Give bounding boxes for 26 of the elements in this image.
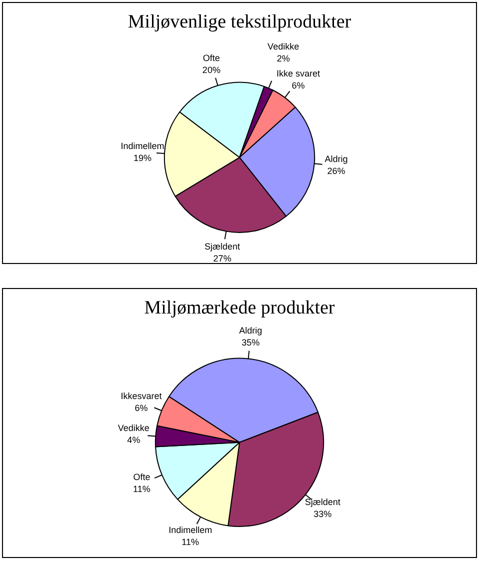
slice-label: Ikke svaret (276, 68, 320, 79)
data-label: 6% (134, 402, 148, 413)
slice-label: Indimellem (168, 524, 212, 535)
data-label: 11% (182, 536, 200, 547)
slice-label: Vedikke (268, 42, 300, 52)
data-label: 6% (292, 80, 305, 91)
slice-label: Ofte (133, 472, 150, 482)
chart-title: Miljøvenlige tekstilprodukter (128, 11, 352, 32)
data-label: 27% (213, 253, 232, 264)
slice-label: Ikkesvaret (120, 390, 162, 401)
slice-label: Ofte (202, 52, 220, 63)
data-label: 4% (127, 435, 140, 446)
data-label: 35% (242, 337, 260, 348)
data-label: 11% (133, 484, 150, 494)
data-label: 2% (276, 54, 290, 64)
slice-label: Indimellem (120, 140, 164, 151)
slice-label: Aldrig (324, 154, 348, 164)
data-label: 19% (134, 152, 152, 163)
slice-label: Sjældent (204, 241, 241, 252)
data-label: 20% (202, 64, 220, 75)
chart-title: Miljømærkede produkter (144, 297, 336, 318)
data-label: 26% (327, 166, 346, 176)
slice-label: Vedikke (118, 423, 150, 434)
slice-label: Aldrig (239, 325, 262, 336)
slice-label: Sjældent (304, 496, 341, 507)
data-label: 33% (314, 508, 332, 519)
